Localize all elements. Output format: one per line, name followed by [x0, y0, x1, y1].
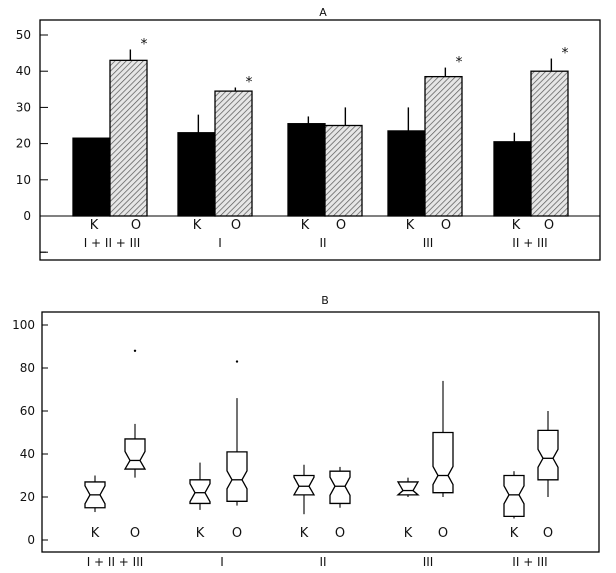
- a-ytick-label: 30: [16, 100, 31, 114]
- b-box-o: [123, 438, 147, 470]
- a-group-label: I: [218, 236, 222, 250]
- a-ytick-label: 10: [16, 173, 31, 187]
- panel-b-frame: [41, 311, 600, 553]
- panel-b-title: B: [321, 294, 329, 307]
- b-box-label-k: K: [300, 526, 309, 541]
- b-box-o: [537, 429, 559, 481]
- a-bar-k: [493, 141, 532, 217]
- a-bar-label-o: O: [441, 218, 451, 233]
- b-ytick-label: 20: [20, 490, 35, 504]
- b-box-o: [432, 431, 454, 494]
- a-bar-o: [424, 75, 463, 217]
- a-bar-o: [214, 90, 253, 217]
- a-bar-label-k: K: [193, 218, 202, 233]
- a-significance-star: *: [246, 74, 253, 90]
- a-significance-star: *: [456, 55, 463, 71]
- b-group-label: II + III: [512, 555, 547, 569]
- b-group-label: III: [423, 555, 434, 569]
- b-ytick-label: 40: [20, 447, 35, 461]
- a-bar-label-k: K: [512, 218, 521, 233]
- b-box-k: [503, 474, 525, 517]
- b-ytick-label: 60: [20, 404, 35, 418]
- b-box-label-k: K: [404, 526, 413, 541]
- a-bar-label-o: O: [231, 218, 241, 233]
- b-box-k: [292, 474, 316, 496]
- b-ytick-label: 100: [12, 318, 35, 332]
- a-ytick-label: 50: [16, 28, 31, 42]
- b-box-k: [189, 479, 211, 505]
- a-bar-label-k: K: [301, 218, 310, 233]
- a-bar-o: [530, 70, 569, 217]
- b-box-label-o: O: [335, 526, 345, 541]
- a-bar-o: [109, 59, 148, 217]
- a-bar-k: [387, 130, 426, 217]
- b-group-label: II: [319, 555, 326, 569]
- b-box-label-k: K: [196, 526, 205, 541]
- a-ytick-label: 40: [16, 64, 31, 78]
- a-group-label: II: [319, 236, 326, 250]
- b-ytick-label: 0: [27, 533, 35, 547]
- b-box-label-o: O: [543, 526, 553, 541]
- b-box-o: [226, 451, 248, 502]
- b-box-label-o: O: [232, 526, 242, 541]
- b-box-label-o: O: [438, 526, 448, 541]
- b-box-o: [329, 470, 351, 505]
- a-bar-label-k: K: [90, 218, 99, 233]
- b-box-label-k: K: [510, 526, 519, 541]
- a-significance-star: *: [141, 36, 148, 52]
- b-box-label-k: K: [91, 526, 100, 541]
- b-outlier-point: [235, 360, 239, 363]
- a-bar-label-o: O: [544, 218, 554, 233]
- b-ytick-label: 80: [20, 361, 35, 375]
- a-group-label: II + III: [512, 236, 547, 250]
- a-bar-k: [72, 137, 111, 217]
- a-group-label: III: [423, 236, 434, 250]
- b-box-label-o: O: [130, 526, 140, 541]
- a-significance-star: *: [562, 46, 569, 62]
- a-bar-label-k: K: [406, 218, 415, 233]
- panel-a-frame: [39, 19, 601, 261]
- a-bar-o: [324, 124, 363, 217]
- a-bar-label-o: O: [336, 218, 346, 233]
- a-bar-k: [177, 132, 216, 217]
- b-group-label: I + II + III: [87, 555, 144, 569]
- a-ytick-label: 0: [23, 209, 31, 223]
- a-bar-k: [287, 123, 326, 217]
- panel-a-title: A: [319, 6, 327, 19]
- b-group-label: I: [220, 555, 224, 569]
- a-bar-label-o: O: [131, 218, 141, 233]
- a-group-label: I + II + III: [84, 236, 141, 250]
- b-box-k: [396, 481, 420, 496]
- a-ytick-label: 20: [16, 137, 31, 151]
- b-outlier-point: [133, 349, 137, 352]
